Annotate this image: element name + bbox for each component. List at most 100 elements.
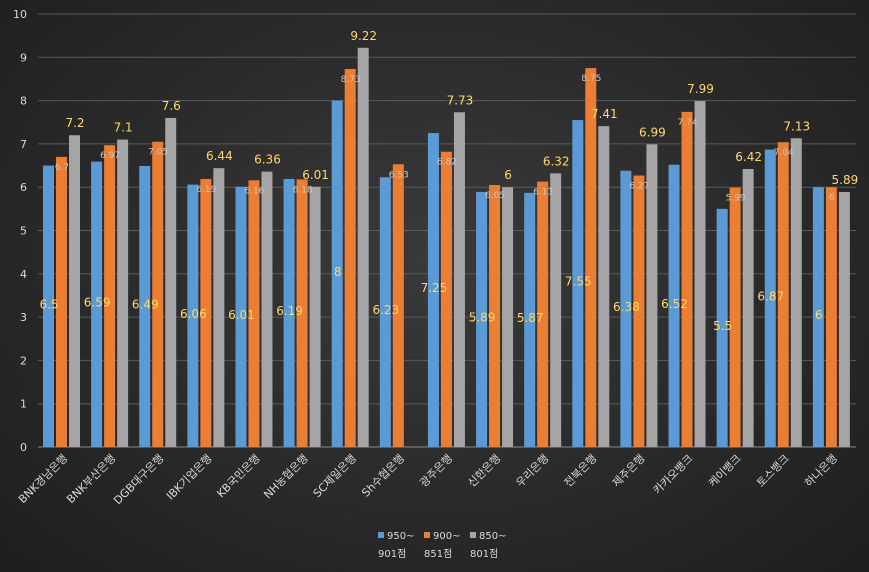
legend-swatch: [378, 532, 384, 538]
y-tick-label: 0: [20, 441, 27, 454]
x-tick-label: 신한은행: [465, 452, 503, 490]
data-label: 9.22: [350, 29, 377, 43]
bar: [331, 100, 343, 447]
bar: [694, 101, 706, 448]
bar: [572, 120, 584, 448]
y-tick-label: 10: [13, 8, 27, 21]
bar: [585, 68, 597, 447]
data-label: 6.01: [302, 168, 329, 182]
bar: [104, 145, 116, 447]
data-label: 6.44: [206, 149, 233, 163]
bar: [453, 112, 465, 447]
data-label: 5.5: [713, 319, 732, 333]
bar: [598, 126, 610, 447]
data-label: 6.49: [132, 297, 159, 311]
legend-label: 850~: [479, 531, 506, 542]
y-tick-label: 8: [20, 95, 27, 108]
x-tick-label: 우리은행: [514, 452, 552, 490]
bar: [537, 181, 549, 448]
data-label: 6.52: [661, 297, 688, 311]
bar: [502, 187, 514, 447]
data-label: 6.5: [39, 297, 58, 311]
y-tick-label: 5: [20, 225, 27, 238]
bar: [764, 149, 776, 448]
x-tick-label: 전북은행: [562, 452, 600, 490]
bar: [668, 164, 680, 447]
data-label: 6: [504, 168, 512, 182]
bar: [248, 180, 260, 447]
data-label: 6.06: [180, 307, 207, 321]
bar: [440, 151, 452, 447]
x-tick-label: BNK경남은행: [16, 452, 70, 506]
data-label: 7.74: [678, 118, 698, 128]
data-label: 7.25: [421, 281, 448, 295]
bar: [235, 186, 247, 447]
bar: [344, 68, 356, 447]
x-tick-label: KB국민은행: [214, 452, 262, 500]
data-label: 6.97: [100, 151, 120, 161]
data-label: 7.2: [65, 116, 84, 130]
y-tick-label: 2: [20, 354, 27, 367]
bar: [742, 169, 754, 447]
bar: [69, 135, 80, 448]
x-tick-label: 케이뱅크: [706, 452, 744, 490]
data-label: 5.89: [469, 310, 496, 324]
bar: [524, 192, 536, 447]
data-label: 6.18: [293, 185, 313, 195]
y-tick-label: 6: [20, 181, 27, 194]
bar: [716, 208, 728, 447]
data-label: 6.19: [276, 304, 303, 318]
data-label: 7.05: [148, 148, 168, 158]
bar: [790, 138, 802, 447]
x-tick-label: 제주은행: [610, 452, 648, 490]
data-label: 5.89: [832, 173, 859, 187]
bar: [825, 187, 837, 447]
data-label: 6.13: [533, 188, 553, 198]
bar: [646, 144, 658, 447]
bar: [777, 142, 789, 447]
x-tick-label: 광주은행: [417, 452, 455, 490]
data-labels: 6.5 6.7 7.2 6.59 6.97 7.1 6.49 7.05 7.6 6.06 6.19 6…: [39, 29, 858, 333]
data-label: 7.41: [591, 107, 618, 121]
legend: 950~ 901점 900~ 851점 850~ 801점: [378, 531, 506, 560]
x-tick-label: NH농협은행: [261, 452, 310, 501]
x-tick-label: Sh수협은행: [359, 452, 407, 500]
data-label: 6: [815, 308, 823, 322]
bar: [152, 141, 164, 448]
data-label: 6.59: [84, 295, 111, 309]
data-label: 6.7: [55, 163, 69, 173]
data-label: 8: [334, 265, 342, 279]
data-label: 5.87: [517, 311, 544, 325]
y-tick-label: 9: [20, 51, 27, 64]
bar: [476, 191, 488, 447]
bar: [261, 171, 273, 447]
bar-series: [43, 47, 850, 448]
bar: [283, 178, 295, 447]
data-label: 6.36: [254, 153, 281, 167]
x-tick-label: DGB대구은행: [111, 452, 166, 507]
legend-label: 900~: [433, 531, 460, 542]
y-tick-label: 4: [20, 268, 27, 281]
bar: [117, 139, 129, 447]
legend-swatch: [424, 532, 430, 538]
bar: [392, 164, 404, 447]
legend-label: 851점: [424, 548, 452, 560]
bar: [139, 165, 151, 447]
bar: [620, 170, 632, 447]
bar: [427, 133, 439, 447]
data-label: 7.13: [783, 119, 810, 133]
bar: [357, 47, 369, 448]
bar: [379, 177, 391, 447]
x-tick-label: 카카오뱅크: [651, 452, 696, 497]
x-tick-label: SC제일은행: [310, 451, 359, 500]
data-label: 6.16: [244, 186, 264, 196]
data-label: 8.73: [341, 75, 361, 85]
data-label: 6.32: [543, 154, 570, 168]
legend-label: 950~: [387, 531, 414, 542]
data-label: 6.42: [735, 150, 762, 164]
bar: [838, 191, 850, 447]
data-label: 6: [829, 193, 835, 203]
data-label: 7.73: [447, 93, 474, 107]
data-label: 7.1: [114, 121, 133, 135]
